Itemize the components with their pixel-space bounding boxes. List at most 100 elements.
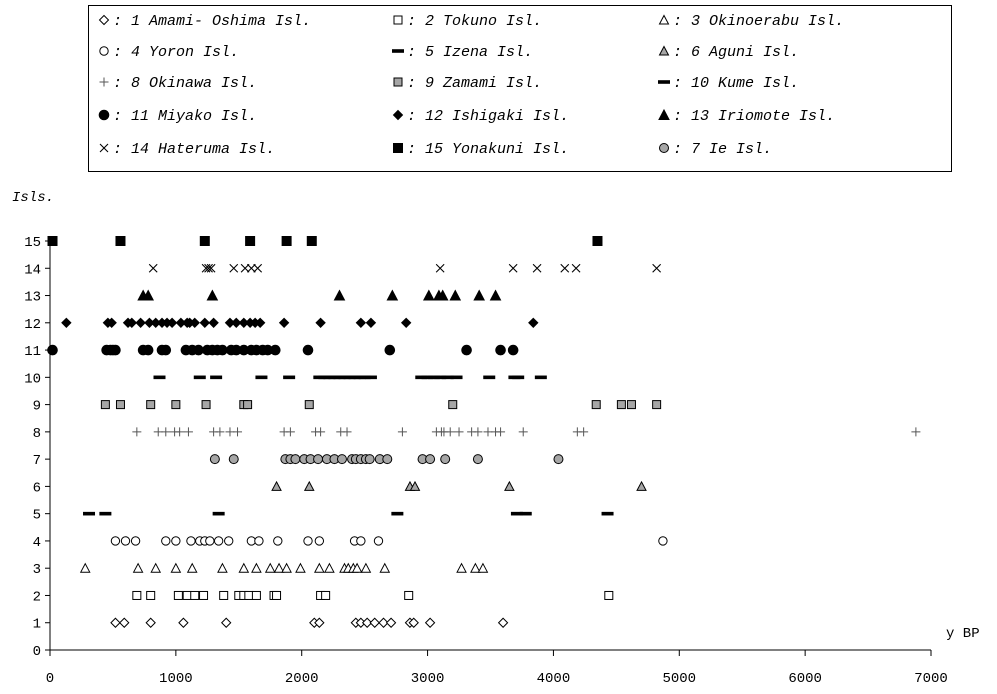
data-point <box>100 400 110 410</box>
data-point <box>436 289 449 301</box>
y-tick-label: 9 <box>33 399 41 415</box>
legend: : 1 Amami- Oshima Isl.: 2 Tokuno Isl.: 3… <box>88 5 952 172</box>
legend-marker-7 <box>99 77 109 87</box>
series-island-2 <box>132 590 614 600</box>
data-point <box>355 317 367 329</box>
data-point <box>553 454 564 465</box>
data-point <box>283 375 296 380</box>
data-point <box>425 454 436 465</box>
data-point <box>170 562 182 573</box>
x-tick-label: 6000 <box>788 671 822 687</box>
data-point <box>126 317 138 329</box>
data-point <box>427 375 440 380</box>
legend-label: : 12 Ishigaki Isl. <box>407 108 569 125</box>
data-point <box>450 375 463 380</box>
data-point <box>579 427 589 437</box>
y-tick-label: 5 <box>33 508 41 524</box>
data-point <box>504 480 515 491</box>
legend-marker-5 <box>392 49 404 53</box>
data-point <box>150 562 162 573</box>
data-point <box>483 375 496 380</box>
data-point <box>528 317 539 329</box>
data-point <box>461 344 472 356</box>
series-island-9 <box>100 400 662 410</box>
data-point <box>626 400 636 410</box>
data-point <box>130 536 141 546</box>
data-point <box>592 236 603 246</box>
series-island-5 <box>83 511 614 516</box>
data-point <box>652 400 662 410</box>
data-point <box>204 263 213 273</box>
legend-marker-15 <box>659 143 669 153</box>
data-point <box>173 590 183 600</box>
data-point <box>161 427 171 437</box>
data-point <box>424 617 436 628</box>
data-point <box>47 236 58 246</box>
data-point <box>190 590 200 600</box>
data-point <box>321 590 331 600</box>
data-point <box>360 562 372 573</box>
data-point <box>145 617 156 628</box>
data-point <box>281 236 292 246</box>
series-island-3 <box>79 562 489 573</box>
data-point <box>255 375 268 380</box>
data-point <box>132 562 144 573</box>
data-point <box>238 562 250 573</box>
series-island-8 <box>132 427 921 437</box>
data-point <box>213 536 224 546</box>
data-point <box>182 590 192 600</box>
data-point <box>314 617 325 628</box>
legend-label: : 11 Miyako Isl. <box>113 108 257 125</box>
data-point <box>61 317 72 329</box>
data-point <box>186 536 196 546</box>
data-point <box>510 511 523 516</box>
data-point <box>193 344 204 356</box>
data-point <box>254 317 266 329</box>
series-island-6 <box>271 480 647 491</box>
data-point <box>560 263 570 273</box>
legend-label: : 7 Ie Isl. <box>673 141 772 158</box>
data-point <box>142 289 154 301</box>
data-point <box>271 480 282 491</box>
data-point <box>473 289 486 301</box>
data-point <box>199 590 209 600</box>
data-point <box>421 375 434 380</box>
data-point <box>571 263 581 273</box>
data-point <box>591 400 601 410</box>
y-tick-label: 14 <box>24 262 41 278</box>
data-point <box>135 317 146 329</box>
legend-marker-13 <box>99 143 109 153</box>
legend-marker-8 <box>393 77 403 87</box>
data-point <box>199 317 211 329</box>
data-point <box>489 289 502 301</box>
data-point <box>205 536 215 546</box>
data-point <box>146 590 156 600</box>
x-tick-label: 4000 <box>537 671 571 687</box>
legend-marker-3 <box>658 14 670 25</box>
data-point <box>171 400 181 410</box>
legend-label: : 3 Okinoerabu Isl. <box>673 13 844 30</box>
data-point <box>304 400 314 410</box>
data-point <box>532 263 542 273</box>
data-point <box>189 317 200 329</box>
legend-marker-12 <box>658 108 670 120</box>
data-point <box>281 562 292 573</box>
legend-label: : 15 Yonakuni Isl. <box>407 141 569 158</box>
data-point <box>106 317 117 329</box>
data-point <box>99 511 112 516</box>
data-point <box>228 454 239 465</box>
legend-label: : 8 Okinawa Isl. <box>113 75 257 92</box>
data-point <box>361 617 373 628</box>
data-point <box>142 344 154 356</box>
x-tick-label: 1000 <box>159 671 193 687</box>
y-tick-label: 2 <box>33 589 41 605</box>
data-point <box>278 317 290 329</box>
data-point <box>604 590 614 600</box>
data-point <box>385 617 397 628</box>
data-point <box>233 427 243 437</box>
data-point <box>273 536 283 546</box>
y-tick-label: 10 <box>24 371 41 387</box>
data-point <box>440 454 451 465</box>
legend-label: : 14 Hateruma Isl. <box>113 141 275 158</box>
data-point <box>245 236 256 246</box>
